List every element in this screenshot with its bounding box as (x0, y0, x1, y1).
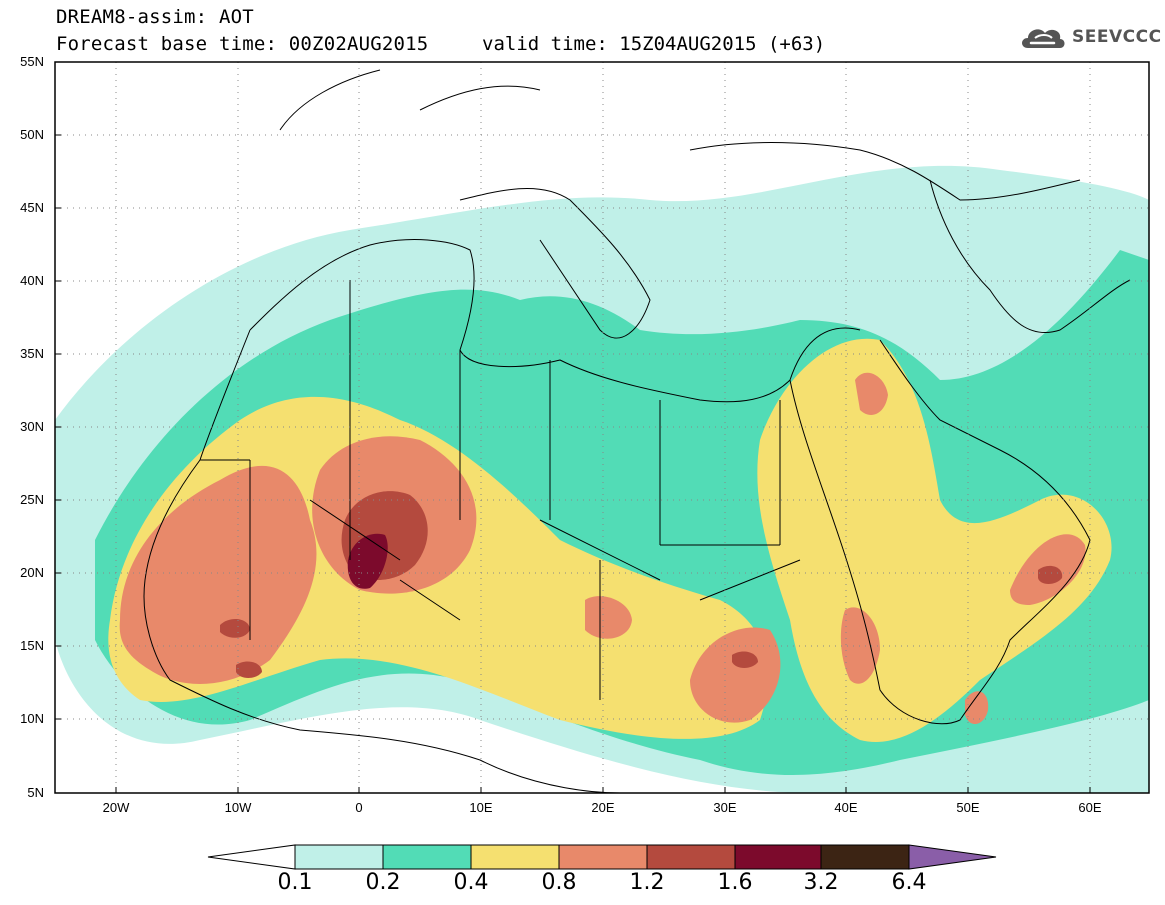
logo-text: SEEVCCC (1072, 27, 1162, 47)
colorbar-cell-1.6-3.2 (734, 844, 822, 870)
lon-label: 20W (102, 800, 130, 815)
colorbar-cell-0.2-0.4 (382, 844, 472, 870)
aot-band-1.2-mali (220, 618, 250, 638)
lat-label: 45N (20, 200, 44, 215)
lon-label: 50E (956, 800, 980, 815)
colorbar-label: 0.1 (277, 870, 313, 895)
map-title: DREAM8-assim: AOT (56, 6, 254, 28)
lon-label: 40E (834, 800, 858, 815)
colorbar-high-arrow (908, 844, 997, 870)
lon-label: 10E (469, 800, 493, 815)
lat-label: 35N (20, 346, 44, 361)
colorbar-label: 3.2 (803, 870, 839, 895)
lat-label: 25N (20, 492, 44, 507)
lon-label: 60E (1078, 800, 1102, 815)
colorbar-label: 6.4 (891, 870, 927, 895)
lon-label: 10W (224, 800, 252, 815)
forecast-base-time: Forecast base time: 00Z02AUG2015 (56, 33, 429, 55)
colorbar-label: 1.2 (629, 870, 665, 895)
lat-label: 10N (20, 711, 44, 726)
aot-band-0.8-ethiopia (840, 607, 880, 684)
lon-label: 20E (591, 800, 615, 815)
colorbar-cell-0.8-1.2 (558, 844, 648, 870)
coastlines (143, 69, 1131, 793)
lat-label: 20N (20, 565, 44, 580)
lat-label: 15N (20, 638, 44, 653)
seevccc-logo: SEEVCCC (1018, 22, 1162, 52)
lat-label: 55N (20, 54, 44, 69)
aot-band-0.8-somalia (965, 691, 989, 725)
lat-label: 5N (27, 785, 44, 800)
lon-label: 30E (713, 800, 737, 815)
aot-band-0.8-chad (585, 596, 632, 639)
aot-band-0.8-west (119, 465, 317, 684)
aot-band-0.8-sudan (690, 627, 781, 723)
aot-band-1.6-core (347, 533, 388, 589)
grid-lines (55, 62, 1149, 793)
lon-label: 0 (355, 800, 363, 815)
valid-time: valid time: 15Z04AUG2015 (+63) (482, 33, 826, 55)
lat-label: 40N (20, 273, 44, 288)
axis-ticks (55, 61, 1091, 794)
colorbar (207, 844, 997, 870)
aot-band-1.2-senegal (236, 661, 262, 678)
cloud-icon (1022, 29, 1065, 48)
lat-label: 30N (20, 419, 44, 434)
aot-band-1.2-sudan (732, 651, 758, 668)
colorbar-cell-3.2-6.4 (820, 844, 910, 870)
colorbar-label: 0.8 (541, 870, 577, 895)
aot-band-0.8-arabia (855, 372, 888, 415)
colorbar-cell-0.1-0.2 (294, 844, 384, 870)
aot-field (55, 165, 1149, 793)
lat-label: 50N (20, 127, 44, 142)
colorbar-label: 1.6 (717, 870, 753, 895)
colorbar-label: 0.4 (453, 870, 489, 895)
colorbar-low-arrow (207, 844, 296, 870)
aot-band-1.2-oman (1038, 565, 1063, 584)
colorbar-cell-1.2-1.6 (646, 844, 736, 870)
colorbar-label: 0.2 (365, 870, 401, 895)
colorbar-cell-0.4-0.8 (470, 844, 560, 870)
